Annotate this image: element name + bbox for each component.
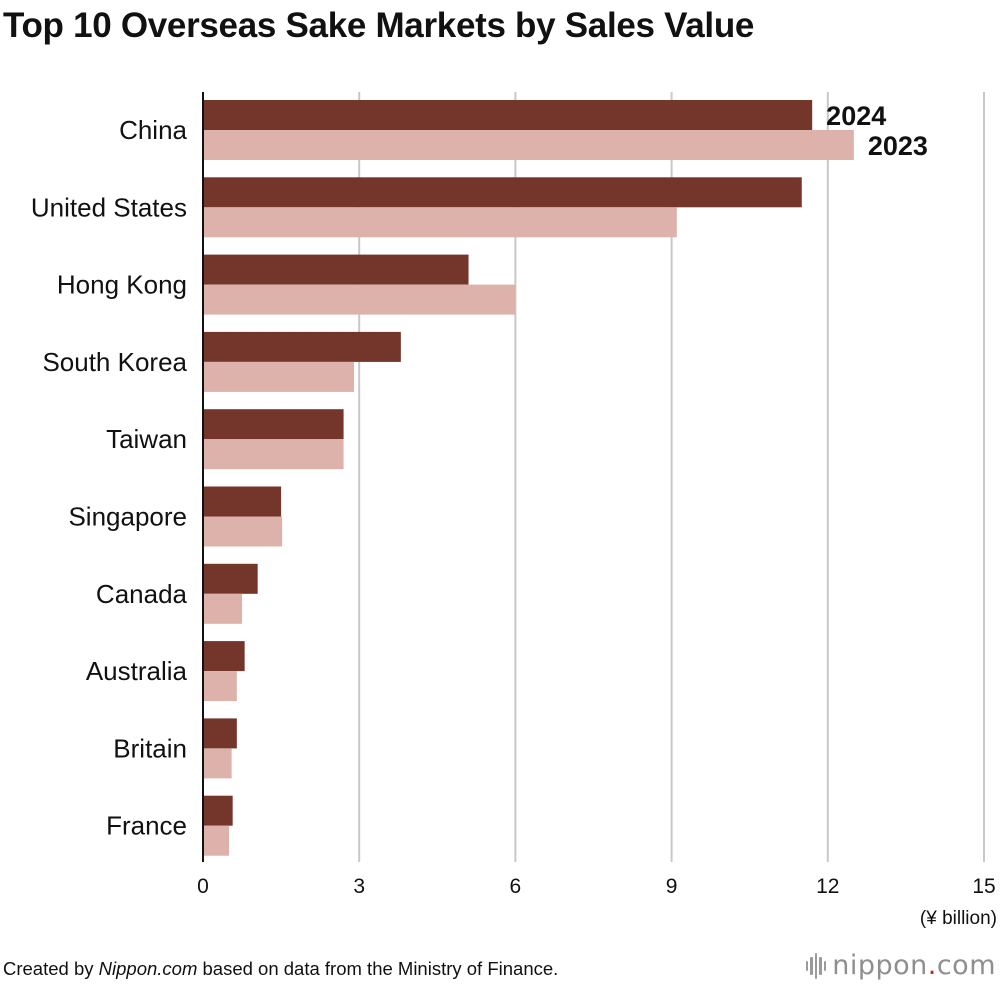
bar-france-2023 [203,825,230,856]
x-tick-label-9: 9 [666,875,678,898]
category-label-taiwan: Taiwan [106,424,187,454]
bar-south-korea-2024 [203,331,401,362]
bar-france-2024 [203,795,233,826]
x-tick-label-0: 0 [197,875,209,898]
bar-chart: China United States Hong Kong South Korea Ta… [31,92,997,929]
bar-britain-2023 [203,748,232,779]
category-label-china: China [119,115,187,145]
bar-australia-2024 [203,641,245,672]
bar-singapore-2024 [203,486,282,517]
bar-canada-2024 [203,563,258,594]
chart-title: Top 10 Overseas Sake Markets by Sales Va… [3,6,755,45]
bar-singapore-2023 [203,516,283,547]
brand-wordmark: nippon.com [832,950,996,981]
x-axis-ticks: 0 3 6 9 12 15 [197,875,996,898]
bar-china-2023 [203,130,854,160]
bar-hong-kong-2023 [203,284,516,315]
bar-australia-2023 [203,671,237,702]
category-label-hong-kong: Hong Kong [57,270,187,300]
bars [203,100,854,856]
bar-china-2024 [203,100,813,130]
source-prefix: Created by [3,958,99,979]
brand-name-right: com [936,950,996,981]
x-axis-unit-label: (¥ billion) [920,908,997,929]
bar-taiwan-2023 [203,439,344,470]
category-label-australia: Australia [86,656,188,686]
x-tick-label-12: 12 [816,875,839,898]
source-suffix: based on data from the Ministry of Finan… [197,958,559,979]
category-label-britain: Britain [113,733,187,763]
category-label-south-korea: South Korea [42,347,187,377]
x-tick-label-3: 3 [353,875,365,898]
legend-label-2023: 2023 [868,131,928,161]
category-labels: China United States Hong Kong South Korea Ta… [31,115,188,841]
bar-britain-2024 [203,718,237,749]
nippon-logo-icon [805,951,827,981]
bar-south-korea-2023 [203,361,354,392]
brand-name-left: nippon [832,950,928,981]
legend-label-2024: 2024 [826,101,886,131]
bar-canada-2023 [203,593,243,624]
category-label-united-states: United States [31,192,187,222]
bar-united-states-2024 [203,177,802,208]
category-label-canada: Canada [96,579,188,609]
bar-hong-kong-2024 [203,254,469,285]
bar-united-states-2023 [203,207,677,238]
category-label-singapore: Singapore [68,502,187,532]
source-name: Nippon.com [98,958,198,979]
bar-taiwan-2024 [203,409,344,440]
category-label-france: France [106,811,187,841]
brand-dot: . [927,950,937,981]
x-tick-label-6: 6 [510,875,522,898]
source-note: Created by Nippon.com based on data from… [3,958,558,980]
x-tick-label-15: 15 [972,875,995,898]
nippon-logo: nippon.com [805,950,996,981]
